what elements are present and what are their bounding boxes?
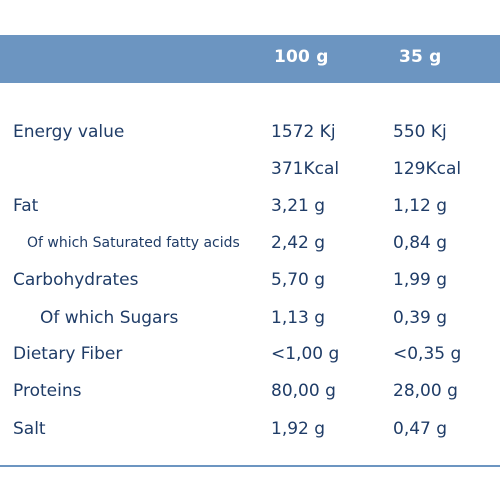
row-value-100g: 1,13 g bbox=[271, 308, 326, 328]
row-value-100g: 80,00 g bbox=[271, 381, 336, 401]
row-label: Of which Saturated fatty acids bbox=[27, 235, 240, 251]
row-value-100g: 2,42 g bbox=[271, 233, 326, 253]
row-label: Dietary Fiber bbox=[13, 344, 123, 364]
bottom-divider bbox=[0, 465, 500, 467]
row-value-35g: 28,00 g bbox=[393, 381, 458, 401]
row-value-35g: <0,35 g bbox=[393, 344, 462, 364]
row-value-35g: 1,12 g bbox=[393, 196, 448, 216]
row-label: Salt bbox=[13, 419, 46, 439]
table-row: Carbohydrates 5,70 g 1,99 g bbox=[0, 267, 500, 293]
table-row: 371Kcal 129Kcal bbox=[0, 156, 500, 182]
row-value-35g: 0,84 g bbox=[393, 233, 448, 253]
row-value-35g: 0,39 g bbox=[393, 308, 448, 328]
table-row: Proteins 80,00 g 28,00 g bbox=[0, 378, 500, 404]
row-label: Proteins bbox=[13, 381, 82, 401]
row-value-100g: 371Kcal bbox=[271, 159, 340, 179]
row-label: Carbohydrates bbox=[13, 270, 139, 290]
table-row: Dietary Fiber <1,00 g <0,35 g bbox=[0, 341, 500, 367]
header-col-100g: 100 g bbox=[274, 47, 329, 67]
row-value-100g: <1,00 g bbox=[271, 344, 340, 364]
row-value-35g: 1,99 g bbox=[393, 270, 448, 290]
row-label: Energy value bbox=[13, 122, 125, 142]
table-row: Energy value 1572 Kj 550 Kj bbox=[0, 119, 500, 145]
table-row: Of which Saturated fatty acids 2,42 g 0,… bbox=[0, 230, 500, 256]
row-value-100g: 5,70 g bbox=[271, 270, 326, 290]
row-label: Fat bbox=[13, 196, 39, 216]
table-header: 100 g 35 g bbox=[0, 35, 500, 83]
row-value-100g: 1572 Kj bbox=[271, 122, 336, 142]
row-value-100g: 1,92 g bbox=[271, 419, 326, 439]
row-value-35g: 0,47 g bbox=[393, 419, 448, 439]
header-col-35g: 35 g bbox=[399, 47, 442, 67]
row-label: Of which Sugars bbox=[40, 308, 179, 328]
table-row: Of which Sugars 1,13 g 0,39 g bbox=[0, 305, 500, 331]
table-row: Fat 3,21 g 1,12 g bbox=[0, 193, 500, 219]
table-row: Salt 1,92 g 0,47 g bbox=[0, 416, 500, 442]
row-value-35g: 550 Kj bbox=[393, 122, 447, 142]
row-value-35g: 129Kcal bbox=[393, 159, 462, 179]
row-value-100g: 3,21 g bbox=[271, 196, 326, 216]
